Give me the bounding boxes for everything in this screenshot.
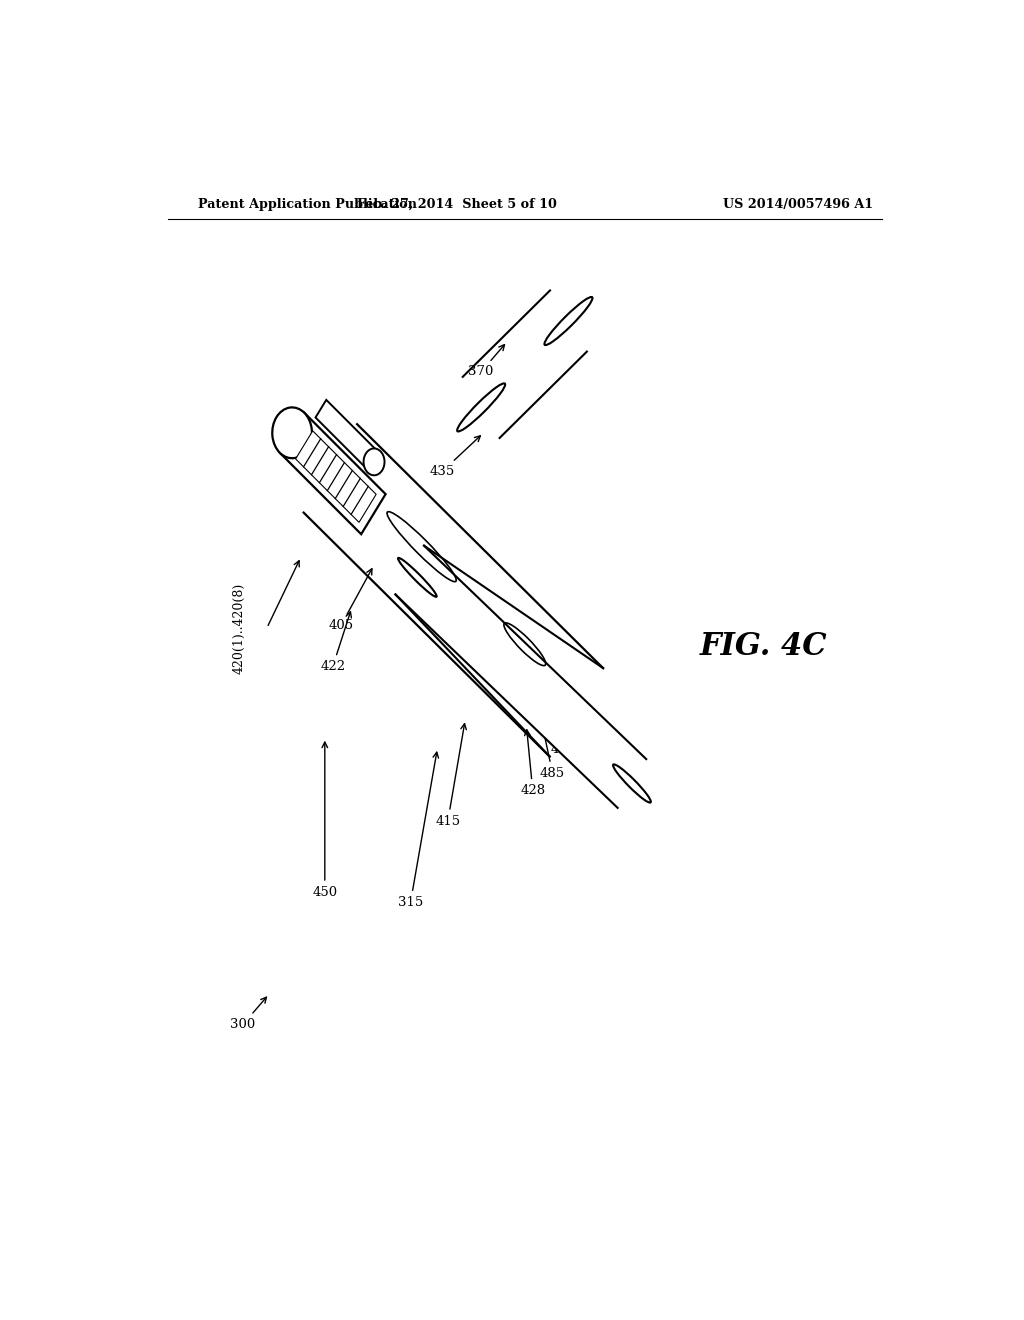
- Text: 422: 422: [321, 611, 351, 673]
- Text: FIG. 4C: FIG. 4C: [699, 631, 827, 661]
- Text: Patent Application Publication: Patent Application Publication: [198, 198, 417, 211]
- Text: 370: 370: [468, 345, 505, 379]
- Text: US 2014/0057496 A1: US 2014/0057496 A1: [723, 198, 873, 211]
- Ellipse shape: [364, 449, 385, 475]
- Ellipse shape: [272, 408, 312, 458]
- Text: 427: 427: [545, 681, 577, 756]
- Ellipse shape: [457, 383, 505, 432]
- Text: 435: 435: [430, 436, 480, 478]
- Text: 420(1)..420(8): 420(1)..420(8): [232, 582, 246, 673]
- Text: 405: 405: [328, 569, 372, 632]
- Text: Feb. 27, 2014  Sheet 5 of 10: Feb. 27, 2014 Sheet 5 of 10: [357, 198, 557, 211]
- Text: 315: 315: [398, 752, 438, 909]
- Text: 428: 428: [520, 730, 546, 797]
- Text: 450: 450: [312, 742, 337, 899]
- Polygon shape: [296, 430, 376, 523]
- Text: 410: 410: [529, 665, 559, 722]
- Polygon shape: [315, 400, 380, 471]
- Polygon shape: [463, 290, 587, 438]
- Text: 300: 300: [230, 997, 266, 1031]
- Ellipse shape: [613, 764, 651, 803]
- Text: 485: 485: [536, 704, 565, 780]
- Text: 415: 415: [435, 723, 466, 828]
- Polygon shape: [395, 545, 646, 808]
- Ellipse shape: [545, 297, 593, 345]
- Polygon shape: [304, 424, 603, 756]
- Ellipse shape: [296, 433, 365, 503]
- Polygon shape: [280, 413, 386, 535]
